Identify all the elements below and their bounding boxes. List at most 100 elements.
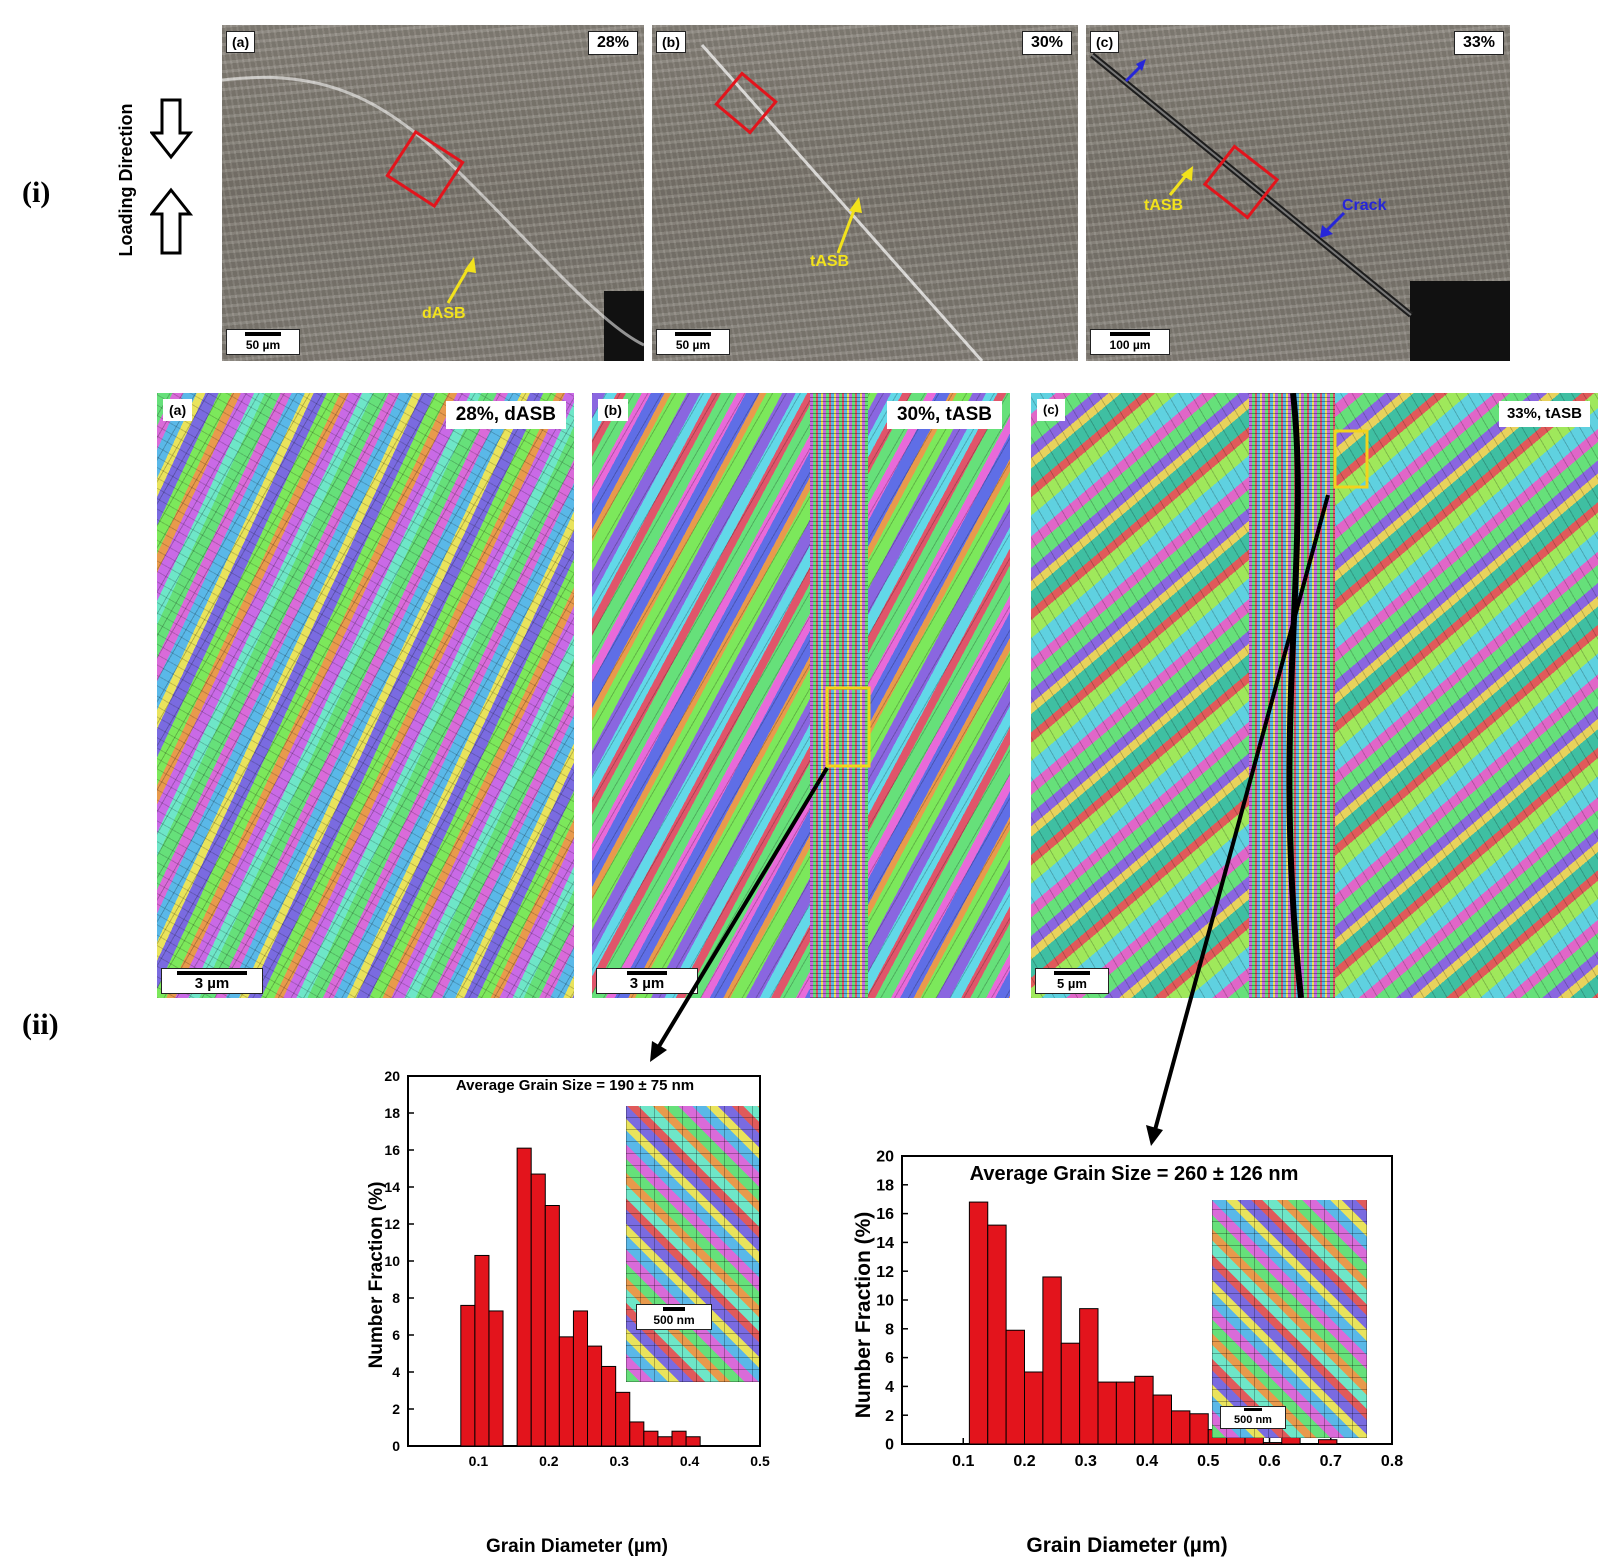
- y-tick-label: 20: [384, 1068, 400, 1084]
- row-label-ii: (ii): [22, 1008, 59, 1041]
- scale-bar: 500 nm: [636, 1304, 712, 1330]
- strain-label: 33%: [1453, 31, 1504, 55]
- shear-band: [810, 393, 868, 998]
- y-tick-label: 4: [392, 1364, 400, 1380]
- strain-label: 30%: [1021, 31, 1072, 55]
- y-tick-label: 2: [392, 1401, 400, 1417]
- histogram-bar: [968, 1201, 989, 1445]
- scale-bar: 50 µm: [226, 329, 300, 355]
- x-tick-label: 0.3: [1075, 1453, 1097, 1470]
- histogram-bar: [544, 1205, 560, 1447]
- histogram-bar: [1318, 1439, 1338, 1445]
- histogram-bar: [1060, 1342, 1081, 1445]
- y-tick-label: 12: [876, 1264, 894, 1281]
- histogram-bar: [1024, 1371, 1044, 1445]
- optical-micrograph-a: (a) 28% dASB 50 µm: [222, 25, 644, 361]
- y-tick-label: 8: [392, 1290, 400, 1306]
- x-tick-label: 0.1: [952, 1453, 974, 1470]
- band-label: tASB: [1144, 197, 1184, 214]
- ebsd-map-a: (a) 28%, dASB 3 µm: [157, 393, 574, 998]
- y-tick-label: 12: [384, 1216, 400, 1232]
- scale-bar: 5 µm: [1035, 968, 1109, 994]
- ebsd-map-c: (c) 33%, tASB 5 µm: [1031, 393, 1598, 998]
- strain-tag: 28%, dASB: [445, 401, 566, 429]
- region-box: [385, 129, 465, 209]
- band-label: tASB: [810, 253, 850, 270]
- chart-title: Average Grain Size = 190 ± 75 nm: [456, 1077, 694, 1094]
- histogram-bar: [643, 1430, 659, 1447]
- strain-label: 28%: [587, 31, 638, 55]
- y-tick-label: 6: [885, 1350, 894, 1367]
- x-tick-label: 0.5: [750, 1453, 770, 1469]
- histogram-bar: [1171, 1410, 1191, 1445]
- histogram-bar: [987, 1224, 1007, 1445]
- scale-bar: 50 µm: [656, 329, 730, 355]
- histogram-chart-2: Number Fraction (%) Grain Diameter (µm) …: [852, 1149, 1403, 1557]
- x-tick-label: 0.8: [1381, 1453, 1403, 1470]
- histogram-bar: [488, 1310, 504, 1447]
- chart-title: Average Grain Size = 260 ± 126 nm: [970, 1163, 1299, 1185]
- y-tick-label: 0: [392, 1438, 400, 1454]
- y-tick-label: 18: [876, 1177, 894, 1194]
- x-tick-label: 0.1: [469, 1453, 489, 1469]
- x-tick-label: 0.4: [1136, 1453, 1158, 1470]
- histogram-bar: [671, 1430, 687, 1447]
- arrow-down-icon: [150, 98, 194, 160]
- x-tick-label: 0.2: [539, 1453, 559, 1469]
- scale-bar: 3 µm: [161, 968, 263, 994]
- optical-micrograph-c: (c) 33% tASB Crack 100 µm: [1086, 25, 1510, 361]
- histogram-bar: [1079, 1308, 1099, 1445]
- x-tick-label: 0.4: [680, 1453, 700, 1469]
- optical-micrograph-b: (b) 30% tASB 50 µm: [652, 25, 1078, 361]
- y-tick-label: 14: [876, 1235, 894, 1252]
- region-box: [825, 686, 871, 768]
- strain-tag: 33%, tASB: [1498, 401, 1590, 427]
- strain-tag: 30%, tASB: [886, 401, 1002, 429]
- y-tick-label: 16: [384, 1142, 400, 1158]
- histogram-bar: [1134, 1375, 1154, 1445]
- scale-bar: 100 µm: [1090, 329, 1170, 355]
- histogram-bar: [657, 1436, 673, 1447]
- panel-label: (b): [598, 399, 628, 421]
- y-tick-label: 10: [876, 1293, 894, 1310]
- histogram-bar: [615, 1391, 631, 1447]
- y-tick-label: 8: [885, 1321, 894, 1338]
- histogram-bar: [685, 1436, 701, 1447]
- histogram-bar: [530, 1173, 546, 1447]
- y-tick-label: 4: [885, 1379, 894, 1396]
- panel-label: (a): [163, 399, 193, 421]
- histogram-bar: [1005, 1329, 1025, 1445]
- chart-xlabel: Grain Diameter (µm): [486, 1536, 668, 1557]
- histogram-bar: [1042, 1276, 1062, 1445]
- ebsd-map-b: (b) 30%, tASB 3 µm: [592, 393, 1010, 998]
- histogram-bar: [1262, 1442, 1283, 1445]
- histogram-bar: [516, 1147, 532, 1447]
- y-tick-label: 16: [876, 1206, 894, 1223]
- y-tick-label: 0: [885, 1437, 894, 1454]
- panel-label: (b): [656, 31, 686, 53]
- crack-arrow: [1324, 211, 1346, 233]
- histogram-bar: [601, 1365, 617, 1447]
- panel-label: (a): [226, 31, 256, 53]
- histogram-bar: [1152, 1394, 1172, 1445]
- panel-label: (c): [1037, 399, 1065, 421]
- x-tick-label: 0.5: [1197, 1453, 1219, 1470]
- x-tick-label: 0.2: [1013, 1453, 1035, 1470]
- chart-ylabel: Number Fraction (%): [852, 1212, 875, 1419]
- region-box: [714, 71, 778, 135]
- band-arrow: [836, 204, 858, 254]
- y-tick-label: 20: [876, 1149, 894, 1166]
- inset-grain-map-2: 500 nm: [1212, 1200, 1367, 1438]
- histogram-bar: [572, 1310, 589, 1447]
- band-label: dASB: [422, 305, 466, 322]
- histogram-bar: [460, 1304, 476, 1447]
- arrow-up-icon: [150, 187, 194, 255]
- row-label-i: (i): [22, 176, 51, 209]
- scale-bar: 3 µm: [596, 968, 698, 994]
- x-tick-label: 0.7: [1320, 1453, 1342, 1470]
- y-tick-label: 18: [384, 1105, 400, 1121]
- region-box: [1202, 144, 1280, 220]
- x-tick-label: 0.3: [609, 1453, 629, 1469]
- y-tick-label: 14: [384, 1179, 400, 1195]
